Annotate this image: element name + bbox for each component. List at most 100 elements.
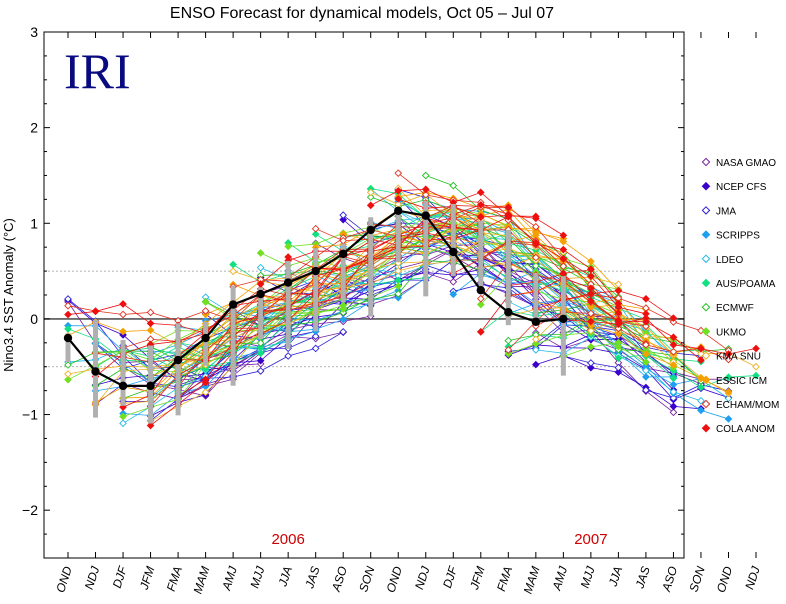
- model-forecast-line: [453, 240, 647, 315]
- model-forecast-point: [642, 322, 650, 331]
- observed-point: [449, 247, 458, 257]
- legend-marker: [701, 375, 711, 385]
- model-forecast-point: [669, 402, 678, 411]
- observed-point: [366, 225, 375, 235]
- model-forecast-point: [256, 349, 265, 358]
- model-forecast-line: [150, 294, 344, 407]
- model-forecast-point: [724, 388, 733, 396]
- model-forecast-line: [232, 282, 372, 327]
- year-labels: 2006 2007: [271, 531, 607, 548]
- model-forecast-line: [480, 268, 619, 319]
- model-forecast-point: [587, 257, 595, 266]
- model-forecast-point: [532, 238, 540, 247]
- model-forecast-point: [614, 338, 623, 347]
- model-forecast-point: [724, 415, 733, 423]
- model-forecast-point: [284, 242, 292, 251]
- model-forecast-line: [123, 330, 316, 416]
- x-tick-label: JAS: [632, 565, 652, 591]
- model-forecast-point: [669, 408, 678, 417]
- model-forecast-point: [587, 309, 595, 318]
- legend-label: ECHAM/MOM: [716, 400, 779, 411]
- model-forecast-point: [614, 286, 623, 295]
- model-forecast-point: [587, 343, 595, 351]
- legend-marker: [701, 254, 711, 264]
- model-forecast-point: [752, 371, 760, 380]
- legend-marker: [701, 302, 711, 312]
- model-forecast-point: [201, 307, 210, 315]
- model-forecast-point: [311, 344, 320, 353]
- model-forecast-point: [642, 366, 650, 375]
- model-forecast-line: [563, 309, 702, 354]
- model-forecast-line: [260, 229, 454, 307]
- model-forecast-line: [563, 342, 702, 379]
- model-forecast-point: [614, 354, 623, 362]
- model-forecast-point: [587, 321, 595, 330]
- observed-point: [173, 355, 183, 365]
- model-forecast-point: [394, 282, 403, 291]
- model-forecast-point: [559, 245, 568, 254]
- model-forecast-point: [366, 188, 375, 197]
- model-forecast-point: [91, 307, 100, 316]
- model-forecast-point: [119, 300, 127, 308]
- observed-point: [421, 211, 430, 220]
- model-forecast-point: [559, 255, 568, 263]
- legend-label: SCRIPPS: [716, 231, 760, 242]
- model-forecast-line: [508, 295, 647, 351]
- model-forecast-line: [122, 302, 316, 417]
- year-label: 2007: [574, 531, 607, 548]
- model-forecast-line: [480, 277, 619, 333]
- model-forecast-point: [614, 368, 623, 376]
- model-forecast-point: [421, 171, 430, 180]
- x-tick-label: JAS: [302, 565, 322, 591]
- x-tick-label: NDJ: [82, 564, 103, 591]
- model-forecast-lines: [64, 169, 760, 430]
- model-forecast-point: [311, 224, 320, 233]
- model-forecast-line: [480, 310, 674, 379]
- x-tick-label: DJF: [110, 564, 130, 590]
- model-forecast-line: [123, 326, 261, 404]
- model-forecast-point: [201, 388, 210, 397]
- x-tick-label: DJF: [440, 564, 460, 590]
- model-forecast-point: [614, 320, 623, 329]
- model-forecast-point: [229, 260, 237, 269]
- legend-marker: [701, 399, 711, 409]
- model-forecast-point: [559, 231, 568, 240]
- model-forecast-point: [697, 356, 705, 364]
- model-forecast-point: [642, 358, 650, 366]
- model-forecast-point: [311, 230, 320, 239]
- model-forecast-point: [532, 214, 540, 223]
- observed-point: [91, 367, 100, 376]
- model-forecast-line: [480, 257, 674, 391]
- legend-marker: [701, 423, 711, 433]
- observed-point: [531, 317, 541, 326]
- model-forecast-line: [205, 244, 399, 332]
- model-forecast-point: [752, 344, 760, 353]
- model-forecast-point: [669, 394, 678, 402]
- model-forecast-point: [449, 181, 458, 190]
- observed-point: [559, 314, 568, 324]
- model-forecast-line: [122, 363, 261, 397]
- model-forecast-line: [177, 281, 371, 388]
- model-forecast-point: [587, 326, 595, 335]
- chart-title: ENSO Forecast for dynamical models, Oct …: [170, 5, 554, 22]
- model-forecast-point: [697, 396, 705, 405]
- model-forecast-line: [150, 287, 344, 378]
- model-forecast-point: [256, 280, 265, 288]
- y-tick-label: 2: [30, 120, 38, 136]
- model-forecast-line: [535, 311, 729, 394]
- legend-label: COLA ANOM: [716, 424, 775, 435]
- model-forecast-line: [287, 205, 482, 278]
- legend-marker: [701, 351, 711, 360]
- model-forecast-line: [508, 283, 646, 310]
- legend-marker: [701, 278, 711, 288]
- model-forecast-point: [532, 340, 540, 348]
- model-forecast-point: [339, 215, 348, 224]
- model-forecast-point: [504, 336, 513, 345]
- model-forecast-line: [150, 316, 289, 355]
- model-forecast-point: [119, 310, 127, 319]
- model-forecast-line: [177, 243, 372, 376]
- legend-label: AUS/POAMA: [716, 279, 776, 290]
- model-forecast-line: [563, 317, 757, 355]
- model-forecast-point: [146, 319, 155, 328]
